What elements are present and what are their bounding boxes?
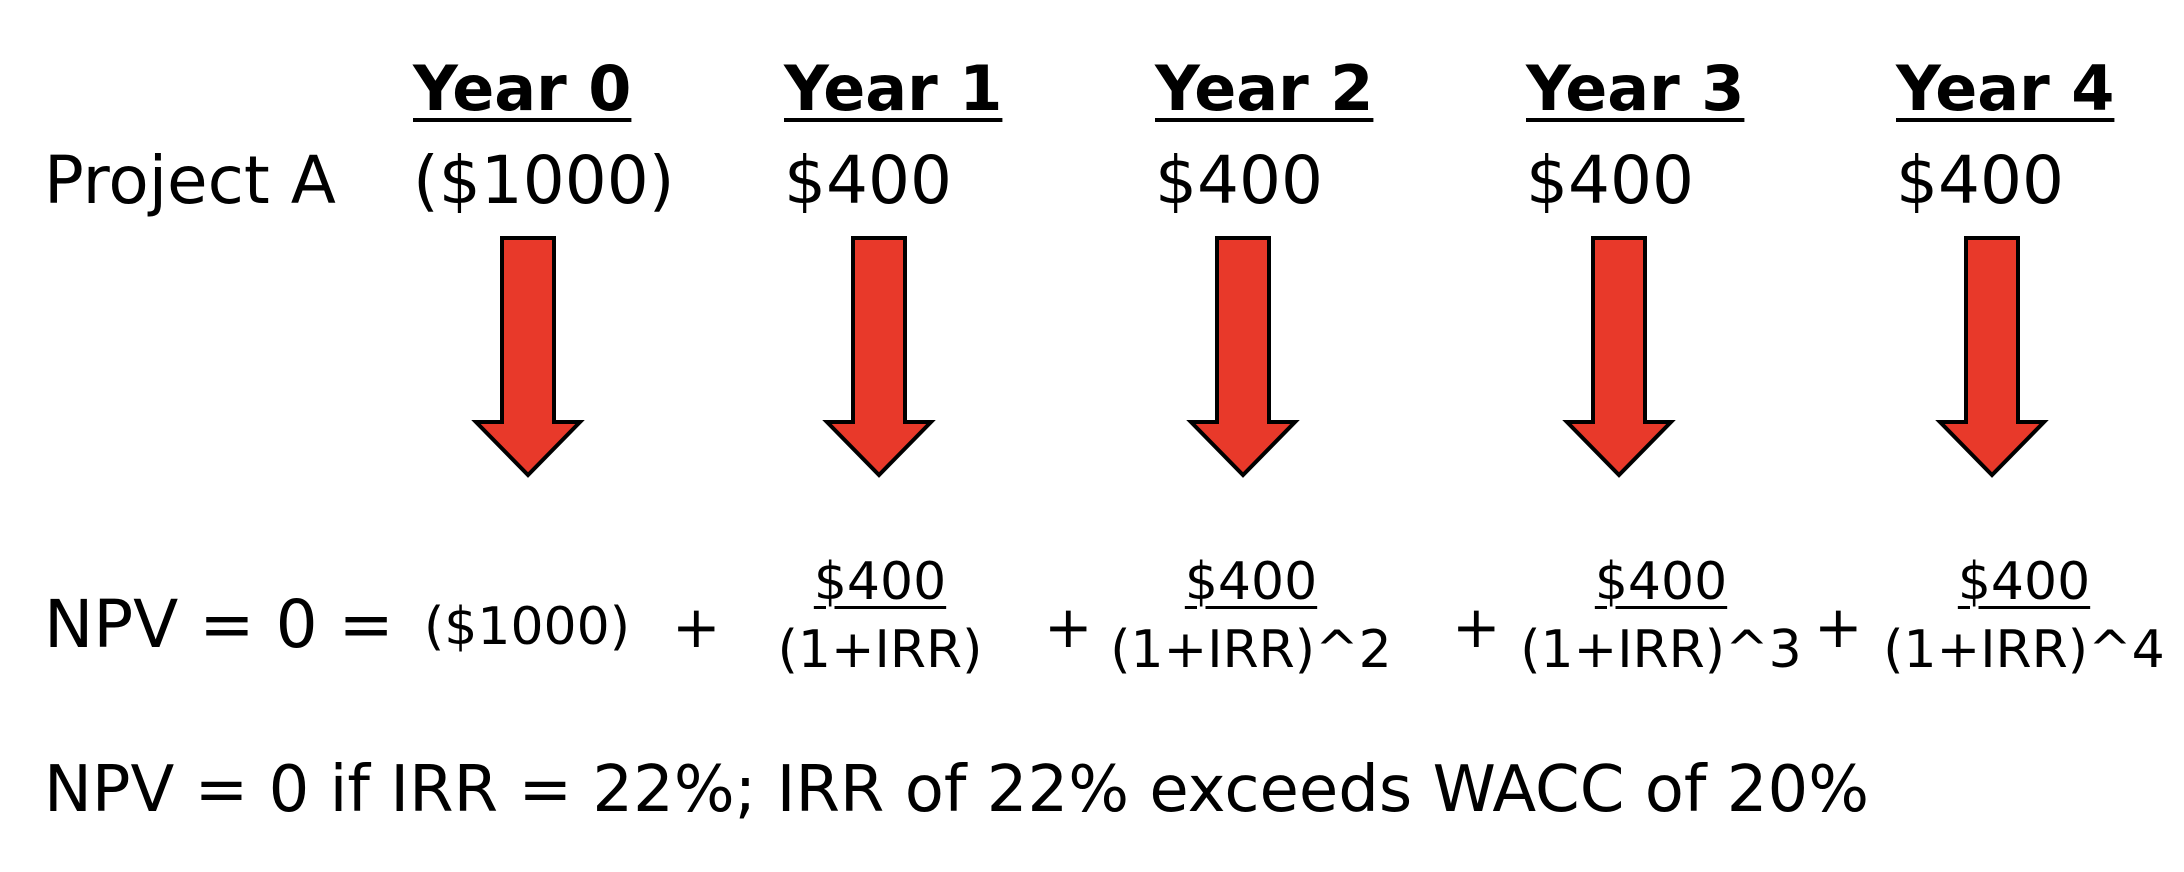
discount-term-year-1: $400 (1+IRR): [778, 552, 983, 676]
arrow-year-2: [1186, 236, 1300, 478]
plus-sign-1: +: [672, 593, 721, 661]
plus-sign-4: +: [1814, 593, 1863, 661]
numerator-year-4: $400: [1957, 552, 2091, 612]
cash-flow-year-3: $400: [1526, 142, 1694, 219]
arrow-year-3: [1562, 236, 1676, 478]
year-3-header: Year 3: [1526, 52, 1745, 125]
numerator-year-1: $400: [813, 552, 947, 612]
project-label: Project A: [44, 142, 336, 219]
plus-sign-3: +: [1452, 593, 1501, 661]
denominator-year-1: (1+IRR): [777, 620, 983, 680]
denominator-year-3: (1+IRR)^3: [1520, 620, 1802, 680]
denominator-year-4: (1+IRR)^4: [1883, 620, 2165, 680]
cash-flow-year-0: ($1000): [413, 142, 675, 219]
arrow-year-0: [471, 236, 585, 478]
plus-sign-2: +: [1044, 593, 1093, 661]
year-2-header: Year 2: [1155, 52, 1374, 125]
cash-flow-year-1: $400: [784, 142, 952, 219]
numerator-year-3: $400: [1594, 552, 1728, 612]
cash-flow-year-4: $400: [1896, 142, 2064, 219]
discount-term-year-3: $400 (1+IRR)^3: [1520, 552, 1801, 676]
arrow-year-1: [822, 236, 936, 478]
discount-term-year-4: $400 (1+IRR)^4: [1883, 552, 2164, 676]
arrow-year-4: [1935, 236, 2049, 478]
initial-investment-term: ($1000): [424, 597, 630, 657]
irr-conclusion: NPV = 0 if IRR = 22%; IRR of 22% exceeds…: [44, 753, 1870, 827]
year-0-header: Year 0: [413, 52, 632, 125]
numerator-year-2: $400: [1184, 552, 1318, 612]
year-1-header: Year 1: [784, 52, 1003, 125]
discount-term-year-2: $400 (1+IRR)^2: [1110, 552, 1391, 676]
cash-flow-year-2: $400: [1155, 142, 1323, 219]
npv-equation-label: NPV = 0 =: [44, 586, 394, 663]
year-4-header: Year 4: [1896, 52, 2115, 125]
denominator-year-2: (1+IRR)^2: [1110, 620, 1392, 680]
